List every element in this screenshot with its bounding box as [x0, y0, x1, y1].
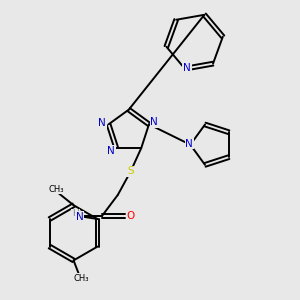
Text: CH₃: CH₃	[73, 274, 89, 283]
Text: CH₃: CH₃	[49, 185, 64, 194]
Text: N: N	[98, 118, 106, 128]
Text: N: N	[183, 63, 191, 73]
Text: N: N	[150, 117, 158, 127]
Text: O: O	[127, 211, 135, 221]
Text: N: N	[76, 212, 84, 222]
Text: N: N	[185, 139, 193, 148]
Text: N: N	[107, 146, 115, 156]
Text: S: S	[127, 167, 134, 176]
Text: H: H	[72, 209, 79, 218]
